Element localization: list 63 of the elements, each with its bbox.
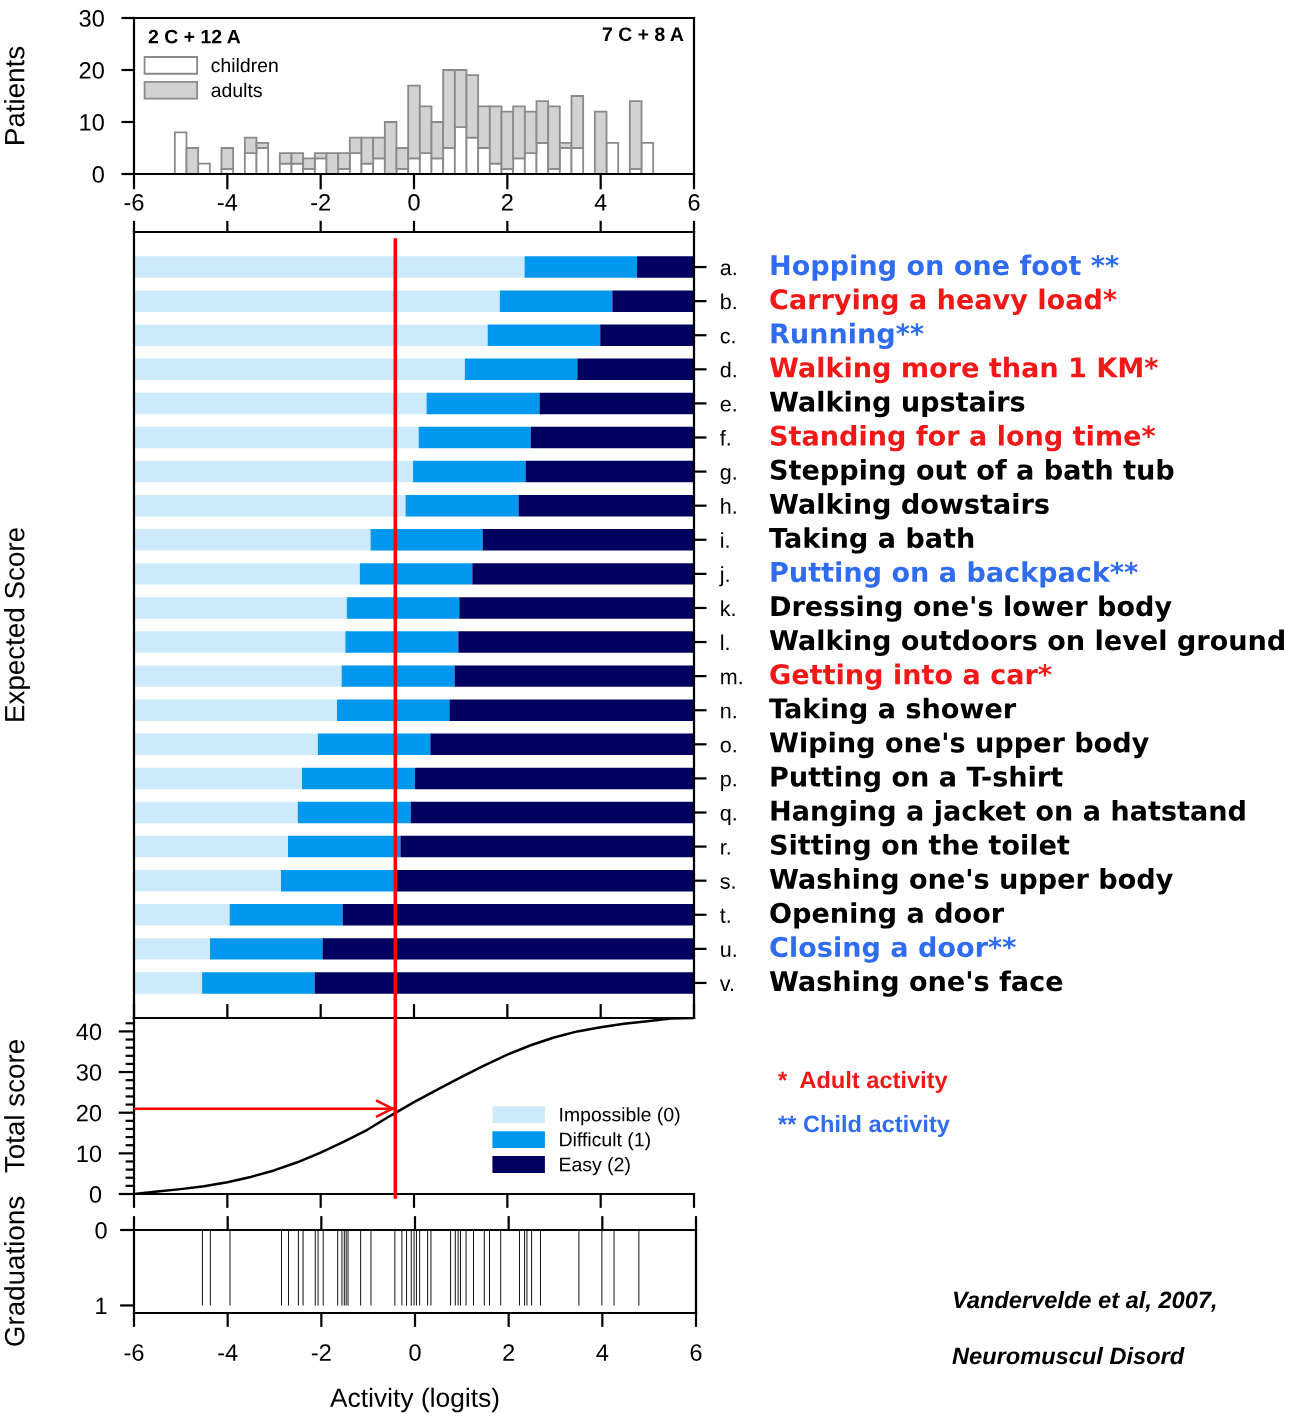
category-label: k. Dressing one's lower body [721,595,1172,622]
legend-label: adults [211,82,262,98]
y-tick-label: 10 [77,1145,102,1163]
category-label: c. Running** [720,322,924,350]
y-axis-title: Expected Score [4,528,30,721]
category-label: h. Walking dowstairs [721,493,1049,520]
x-tick-label: -2 [311,193,330,211]
x-tick-label: 6 [688,193,700,211]
x-tick-label: 2 [501,193,513,211]
category-label: l. Walking outdoors on level ground [721,629,1284,656]
category-label: b. Carrying a heavy load* [721,288,1117,315]
text: ** Child activity [778,1114,950,1138]
category-label: t. Opening a door [720,902,1005,929]
y-axis-title: Total score [4,1040,25,1173]
y-tick-label: 20 [79,62,104,79]
category-label: e. Walking upstairs [720,390,1025,418]
category-label: p. Putting on a T-shirt [721,765,1063,793]
annotation: 2 C + 12 A [148,29,241,44]
category-label: a. Hopping on one foot ** [720,254,1119,281]
category-label: n. Taking a shower [721,697,1017,725]
y-tick-label: 0 [95,1222,107,1239]
legend-label: Easy (2) [560,1157,630,1176]
y-tick-label: 0 [92,166,104,183]
y-tick-label: 10 [80,114,104,131]
category-label: f. Standing for a long time* [720,424,1156,452]
text: Neuromuscul Disord [952,1346,1185,1365]
category-label: s. Washing one's upper body [720,868,1173,895]
category-label: v. Washing one's face [719,970,1063,997]
x-tick-label: -2 [311,1344,331,1361]
category-label: q. Hanging a jacket on a hatstand [720,799,1245,827]
y-axis-title: Patients [4,46,25,144]
y-tick-label: 30 [76,1064,102,1081]
annotation: 7 C + 8 A [602,27,684,42]
x-tick-label: 0 [409,1344,421,1361]
category-label: i. Taking a bath [721,527,974,554]
legend-label: Impossible (0) [560,1107,680,1126]
y-axis-title: Graduations [4,1196,25,1346]
category-label: j. Putting on a backpack** [719,561,1138,588]
legend-label: children [211,57,278,73]
x-tick-label: 4 [596,1344,609,1361]
x-tick-label: -6 [124,1344,144,1361]
x-tick-label: -4 [217,194,238,211]
category-label: o. Wiping one's upper body [720,731,1149,759]
category-label: d. Walking more than 1 KM* [720,356,1158,384]
y-tick-label: 40 [76,1023,102,1041]
category-label: g. Stepping out of a bath tub [720,459,1174,486]
x-tick-label: 6 [690,1344,702,1361]
category-label: u. Closing a door** [721,936,1016,963]
text: Vandervelde et al, 2007, [953,1290,1216,1312]
text: * Adult activity [778,1070,948,1094]
category-label: r. Sitting on the toilet [721,834,1070,861]
x-tick-label: -6 [124,193,144,211]
legend-label: Difficult (1) [560,1132,650,1151]
x-tick-label: -4 [218,1344,238,1361]
x-tick-label: 4 [594,194,607,211]
y-tick-label: 1 [96,1297,107,1315]
y-tick-label: 30 [79,10,104,27]
y-tick-label: 20 [76,1104,102,1122]
x-tick-label: 2 [503,1344,515,1361]
y-tick-label: 0 [89,1186,102,1203]
x-axis-title: Activity (logits) [330,1387,499,1413]
category-label: m. Getting into a car* [721,663,1052,690]
x-tick-label: 0 [408,193,420,211]
